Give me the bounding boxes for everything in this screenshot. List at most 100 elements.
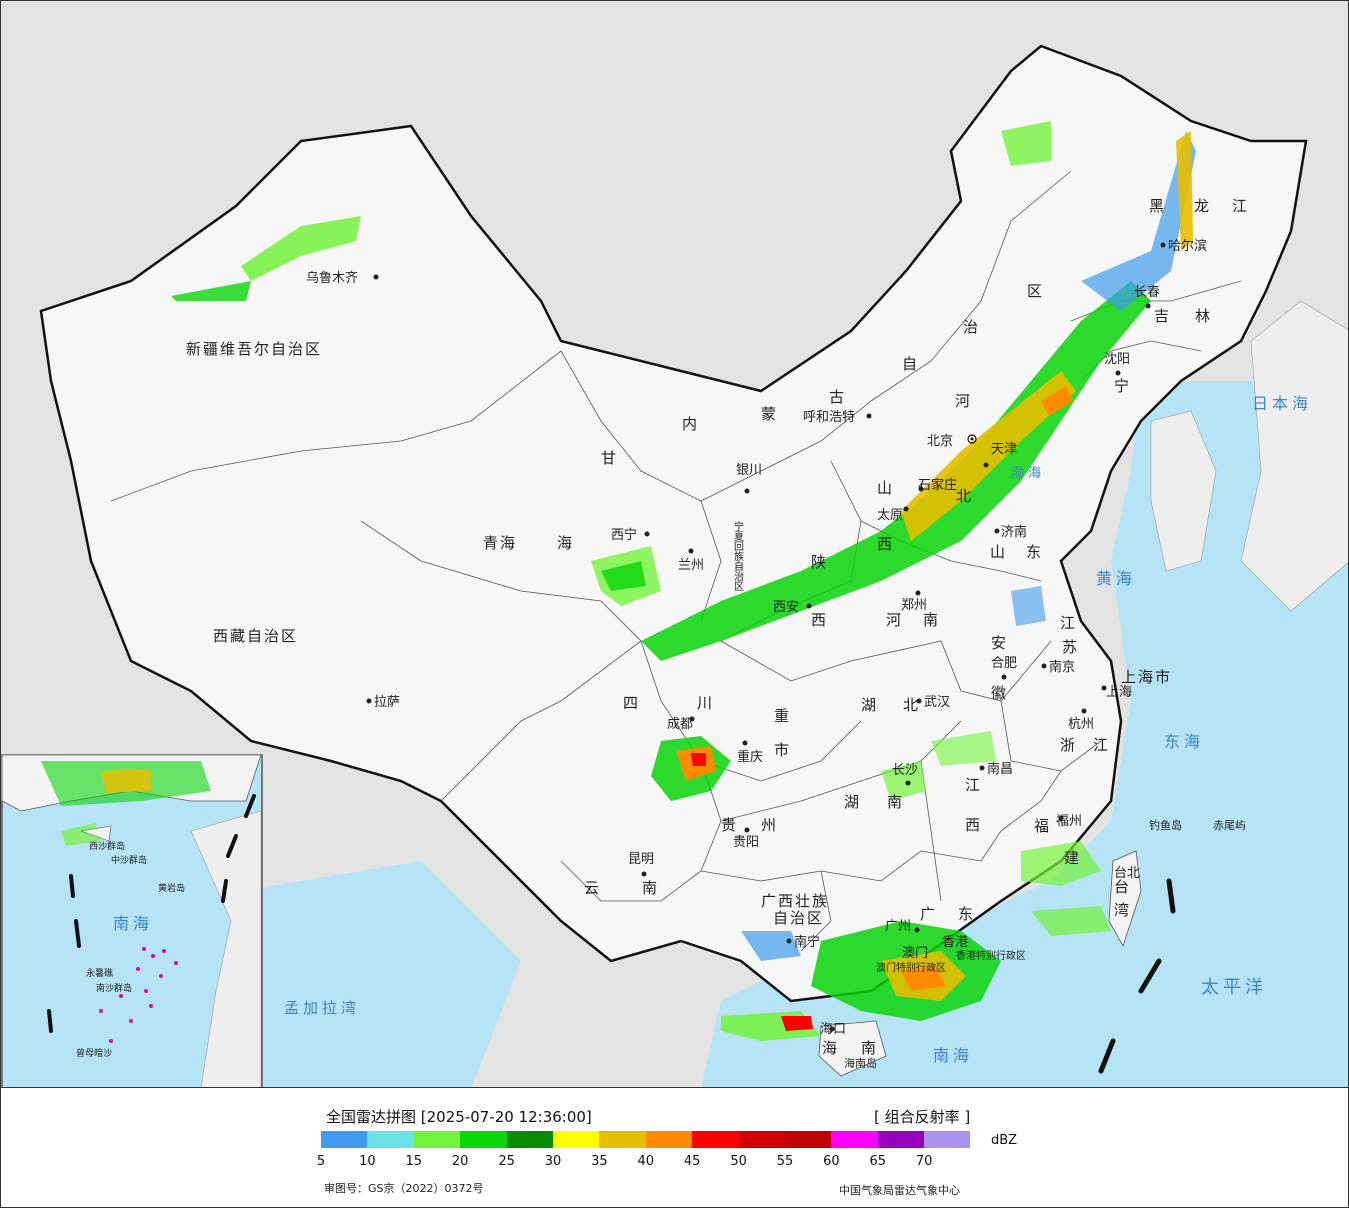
small-region-labels: 宁夏回族自治区 香港特别行政区 澳门特别行政区	[732, 520, 1027, 974]
svg-text:宁: 宁	[1114, 377, 1131, 395]
svg-text:沈阳: 沈阳	[1104, 352, 1130, 367]
color-swatch-1	[367, 1131, 414, 1148]
color-swatch-3	[460, 1131, 507, 1148]
svg-text:浙: 浙	[1060, 736, 1077, 754]
svg-text:湖: 湖	[861, 696, 878, 714]
scale-tick: 20	[451, 1154, 469, 1169]
svg-text:市: 市	[774, 741, 791, 759]
svg-text:治: 治	[963, 318, 980, 336]
svg-text:北京: 北京	[927, 434, 953, 449]
svg-text:南海: 南海	[113, 914, 153, 933]
color-swatch-10	[784, 1131, 832, 1148]
svg-text:杭州: 杭州	[1068, 717, 1094, 732]
taiwan-land	[1108, 850, 1142, 947]
svg-text:香港特别行政区: 香港特别行政区	[956, 949, 1026, 962]
svg-text:哈尔滨: 哈尔滨	[1168, 238, 1207, 254]
svg-text:上海: 上海	[1106, 685, 1132, 700]
svg-text:吉: 吉	[1154, 307, 1171, 325]
svg-text:西: 西	[965, 816, 982, 834]
data-source-credit: 中国气象局雷达气象中心	[839, 1184, 960, 1197]
svg-text:西: 西	[811, 611, 828, 629]
svg-text:银川: 银川	[736, 463, 762, 478]
svg-text:台: 台	[1114, 878, 1131, 896]
svg-text:永暑礁: 永暑礁	[86, 967, 113, 979]
japan	[1240, 300, 1348, 612]
svg-text:海口: 海口	[820, 1022, 846, 1037]
svg-text:中沙群岛: 中沙群岛	[111, 854, 147, 866]
scale-tick: 40	[637, 1154, 655, 1169]
svg-text:福: 福	[1034, 817, 1051, 835]
svg-text:东海: 东海	[1164, 732, 1204, 751]
svg-text:河: 河	[886, 611, 903, 629]
color-swatch-11	[831, 1131, 878, 1148]
color-scale	[321, 1131, 971, 1148]
svg-text:川: 川	[697, 694, 714, 712]
scale-tick: 55	[776, 1154, 794, 1169]
svg-text:济南: 济南	[1001, 524, 1027, 540]
svg-text:古: 古	[829, 388, 846, 406]
svg-text:山: 山	[990, 543, 1007, 561]
label-xizang: 西藏自治区	[213, 627, 298, 645]
svg-text:南: 南	[923, 611, 940, 629]
color-swatch-6	[599, 1131, 646, 1148]
svg-text:香港: 香港	[942, 935, 968, 950]
color-swatch-8	[692, 1131, 739, 1148]
scale-tick: 50	[730, 1154, 747, 1169]
svg-text:北: 北	[956, 487, 973, 505]
svg-text:重: 重	[774, 707, 791, 725]
svg-text:渤海: 渤海	[1011, 465, 1045, 481]
svg-text:海: 海	[557, 534, 574, 552]
province-labels: 新疆维吾尔自治区 西藏自治区 青海 海 甘 肃 内 蒙 古 自 治 区 黑 龙 …	[186, 197, 1247, 1057]
svg-text:蒙: 蒙	[761, 405, 778, 423]
svg-text:重庆: 重庆	[737, 749, 763, 765]
svg-text:台北: 台北	[1114, 866, 1140, 881]
svg-text:南宁: 南宁	[794, 934, 820, 950]
svg-text:宁夏回族自治区: 宁夏回族自治区	[732, 520, 744, 591]
svg-text:徽: 徽	[991, 684, 1008, 702]
svg-text:曾母暗沙: 曾母暗沙	[76, 1047, 112, 1059]
svg-text:黑: 黑	[1149, 197, 1166, 215]
svg-text:长沙: 长沙	[892, 763, 918, 778]
radar-map: 新疆维吾尔自治区 西藏自治区 青海 海 甘 肃 内 蒙 古 自 治 区 黑 龙 …	[0, 0, 1349, 1088]
svg-text:太平洋: 太平洋	[1201, 977, 1267, 998]
svg-text:乌鲁木齐: 乌鲁木齐	[306, 270, 358, 286]
svg-text:南沙群岛: 南沙群岛	[96, 982, 132, 994]
svg-text:天津: 天津	[991, 442, 1017, 457]
svg-text:林: 林	[1195, 307, 1212, 325]
echo-xinjiang	[241, 216, 361, 281]
svg-text:东: 东	[958, 905, 975, 923]
color-swatch-2	[413, 1131, 461, 1148]
svg-text:钓鱼岛: 钓鱼岛	[1149, 818, 1182, 832]
korea	[1150, 410, 1217, 572]
svg-text:日本海: 日本海	[1252, 394, 1312, 413]
svg-text:澳门: 澳门	[902, 945, 928, 961]
scale-tick: 25	[498, 1154, 515, 1169]
svg-text:广西壮族: 广西壮族	[761, 892, 829, 910]
svg-text:赤尾屿: 赤尾屿	[1213, 819, 1246, 832]
svg-text:南: 南	[861, 1039, 878, 1057]
svg-text:州: 州	[761, 816, 778, 834]
scale-ticks: 5 10 15 20 25 30 35 40 45 50 55 60 65 70	[317, 1154, 971, 1172]
svg-text:江: 江	[1060, 614, 1077, 632]
svg-text:南海: 南海	[933, 1046, 973, 1065]
svg-text:兰州: 兰州	[678, 558, 704, 573]
label-qinghai-1: 青海	[483, 534, 517, 552]
svg-text:自治区: 自治区	[773, 909, 824, 927]
svg-text:四: 四	[623, 694, 640, 712]
svg-text:石家庄: 石家庄	[918, 477, 957, 493]
hainan-land	[818, 1020, 887, 1077]
svg-text:拉萨: 拉萨	[374, 695, 400, 710]
svg-text:东: 东	[1026, 543, 1043, 561]
svg-text:长春: 长春	[1134, 285, 1160, 300]
svg-text:自: 自	[902, 355, 919, 373]
china-outline	[39, 44, 1308, 1003]
svg-text:江: 江	[965, 776, 982, 794]
svg-text:广州: 广州	[885, 919, 911, 934]
svg-text:海: 海	[822, 1039, 839, 1057]
svg-text:武汉: 武汉	[924, 695, 950, 710]
svg-text:贵: 贵	[721, 816, 738, 834]
color-swatch-13	[924, 1131, 971, 1148]
scale-tick: 35	[591, 1154, 608, 1169]
svg-text:区: 区	[1027, 282, 1044, 300]
map-canvas: 新疆维吾尔自治区 西藏自治区 青海 海 甘 肃 内 蒙 古 自 治 区 黑 龙 …	[1, 44, 1348, 1087]
